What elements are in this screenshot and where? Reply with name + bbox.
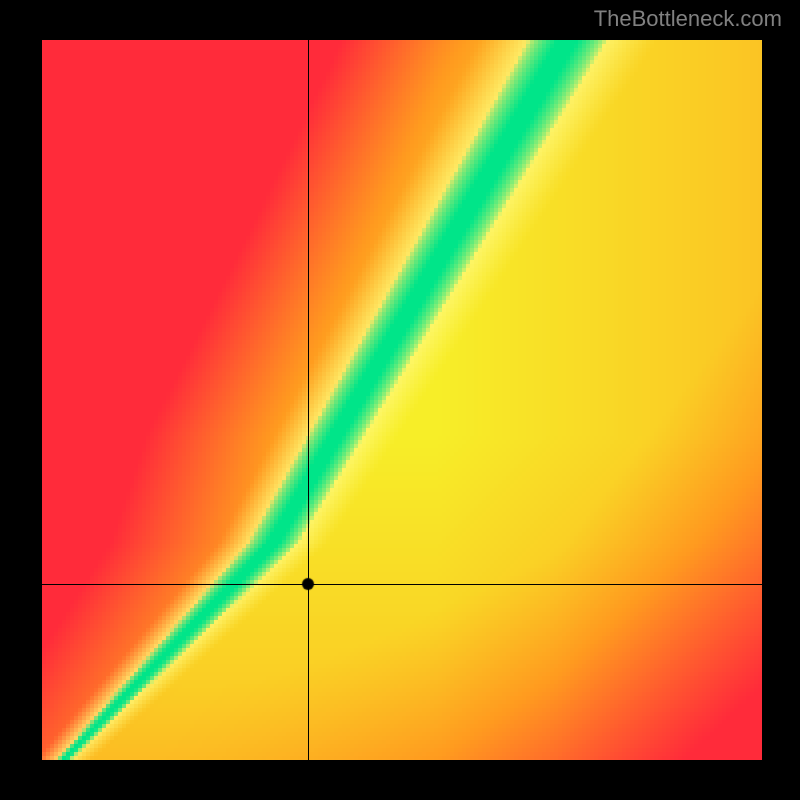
heatmap-plot xyxy=(42,40,762,760)
crosshair-horizontal xyxy=(42,584,762,585)
watermark-text: TheBottleneck.com xyxy=(594,6,782,32)
crosshair-marker xyxy=(301,577,315,591)
chart-container: TheBottleneck.com xyxy=(0,0,800,800)
crosshair-vertical xyxy=(308,40,309,760)
